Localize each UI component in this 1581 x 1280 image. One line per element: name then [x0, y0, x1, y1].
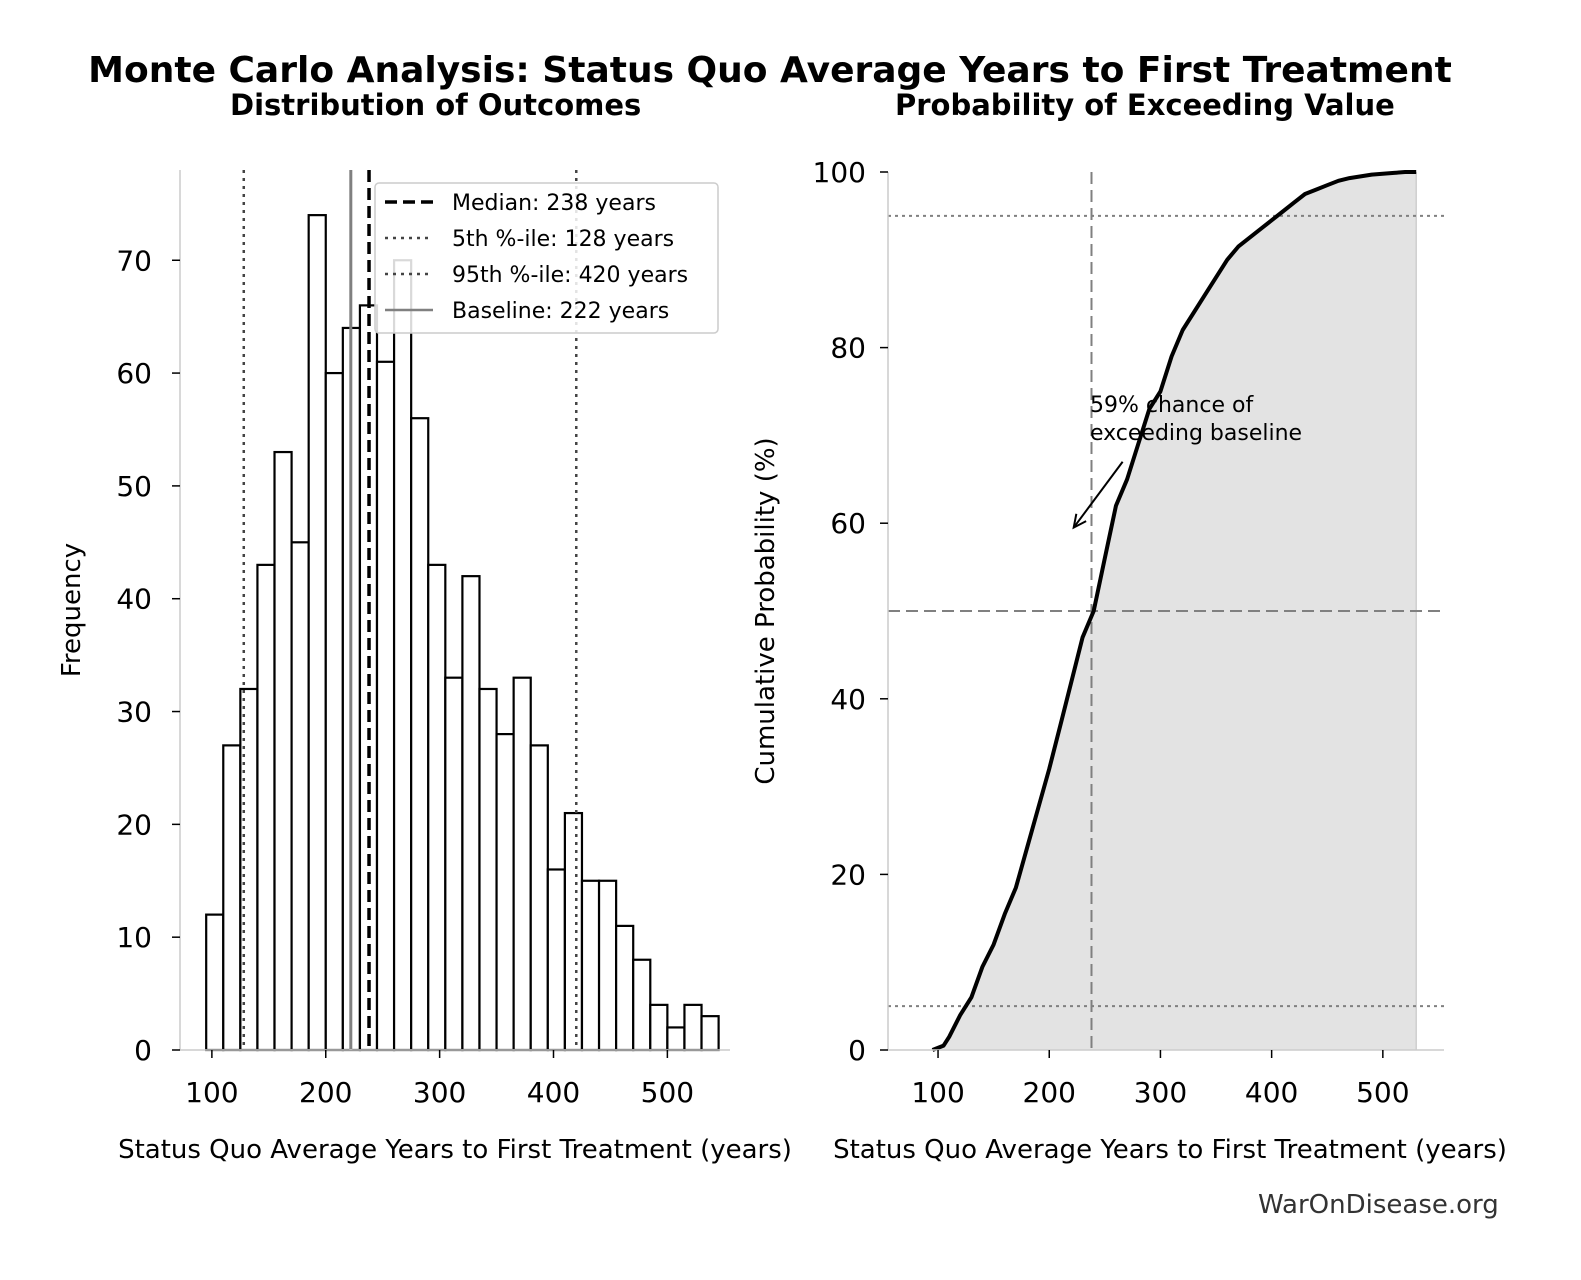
histogram-bar: [273, 450, 293, 1052]
legend-label: 5th %-ile: 128 years: [452, 227, 674, 252]
histogram-bars: [205, 214, 720, 1052]
histogram-bar: [392, 259, 413, 1052]
histogram-bar: [546, 868, 566, 1052]
y-tick-label: 10: [116, 921, 152, 954]
histogram-bar: [461, 575, 481, 1052]
histogram-axes: 100 200 300 400 500 0 10 20 30 40 50 60 70 Status Quo…: [57, 170, 792, 1165]
histogram-bar: [563, 811, 584, 1052]
x-tick-label: 200: [299, 1076, 352, 1109]
cdf-title: Probability of Exceeding Value: [895, 88, 1395, 122]
annotation-text: exceeding baseline: [1090, 421, 1302, 446]
histogram-bar: [700, 1015, 720, 1052]
histogram-bar: [410, 417, 430, 1052]
histogram-y-axis-label: Frequency: [57, 543, 87, 677]
y-tick-label: 40: [116, 583, 152, 616]
histogram-panel: 100 200 300 400 500 0 10 20 30 40 50 60 70 Status Quo…: [57, 170, 792, 1165]
cdf-annotation: 59% chance of exceeding baseline: [1072, 393, 1302, 530]
histogram-bar: [666, 1026, 686, 1052]
y-tick-label: 40: [830, 683, 866, 716]
histogram-bar: [632, 958, 652, 1052]
cdf-x-axis-label: Status Quo Average Years to First Treatm…: [833, 1135, 1507, 1165]
cdf-y-axis-label: Cumulative Probability (%): [751, 437, 781, 784]
annotation-arrow: [1072, 461, 1124, 529]
y-tick-label: 20: [116, 808, 152, 841]
y-tick-label: 70: [116, 244, 152, 277]
x-tick-label: 400: [1245, 1076, 1298, 1109]
histogram-legend: Median: 238 years 5th %-ile: 128 years 95t…: [374, 182, 719, 334]
y-tick-label: 0: [134, 1034, 152, 1067]
y-tick-label: 80: [830, 332, 866, 365]
annotation-arrowhead: [1072, 513, 1087, 530]
histogram-bar: [290, 541, 310, 1052]
histogram-bar: [495, 733, 515, 1052]
legend-label: 95th %-ile: 420 years: [452, 263, 688, 288]
histogram-bar: [580, 879, 601, 1052]
histogram-bar: [529, 744, 549, 1052]
histogram-bar: [205, 913, 225, 1052]
watermark: WarOnDisease.org: [1258, 1190, 1499, 1220]
x-tick-label: 500: [1356, 1076, 1409, 1109]
cdf-line: [931, 170, 1417, 1052]
x-tick-label: 400: [527, 1076, 580, 1109]
cdf-panel: 100 200 300 400 500 0 20 40 60 80 100 Status Quo Av…: [751, 156, 1507, 1165]
y-tick-label: 50: [116, 470, 152, 503]
histogram-bar: [649, 1003, 669, 1052]
histogram-bar: [512, 676, 532, 1052]
y-tick-label: 60: [116, 357, 152, 390]
y-tick-label: 0: [848, 1034, 866, 1067]
histogram-bar: [615, 924, 635, 1052]
cdf-axes: 100 200 300 400 500 0 20 40 60 80 100 Status Quo Av…: [751, 156, 1507, 1165]
legend-label: Baseline: 222 years: [452, 299, 669, 324]
legend-box: [374, 182, 719, 334]
y-tick-label: 60: [830, 507, 866, 540]
histogram-bar: [597, 879, 618, 1052]
x-tick-label: 200: [1023, 1076, 1076, 1109]
histogram-title: Distribution of Outcomes: [230, 88, 642, 122]
annotation-text: 59% chance of: [1090, 393, 1254, 418]
histogram-x-axis-label: Status Quo Average Years to First Treatm…: [118, 1135, 792, 1165]
figure-title: Monte Carlo Analysis: Status Quo Average…: [88, 50, 1452, 91]
legend-label: Median: 238 years: [452, 191, 656, 216]
x-tick-label: 300: [413, 1076, 466, 1109]
histogram-bar: [324, 371, 344, 1052]
histogram-bar: [427, 563, 447, 1052]
cdf-guide-lines: [888, 172, 1444, 1050]
histogram-bar: [256, 563, 276, 1052]
y-tick-label: 30: [116, 696, 152, 729]
y-tick-label: 20: [830, 858, 866, 891]
x-tick-label: 500: [641, 1076, 694, 1109]
histogram-bar: [222, 744, 242, 1052]
histogram-bar: [444, 676, 464, 1052]
histogram-bar: [683, 1003, 703, 1052]
y-tick-label: 100: [813, 156, 866, 189]
x-tick-label: 100: [185, 1076, 238, 1109]
histogram-bar: [307, 214, 327, 1052]
x-tick-label: 100: [911, 1076, 964, 1109]
cdf-fill: [932, 172, 1417, 1050]
x-tick-label: 300: [1134, 1076, 1187, 1109]
histogram-bar: [478, 687, 498, 1052]
histogram-bar: [375, 360, 396, 1052]
cdf-curve: [931, 170, 1417, 1052]
